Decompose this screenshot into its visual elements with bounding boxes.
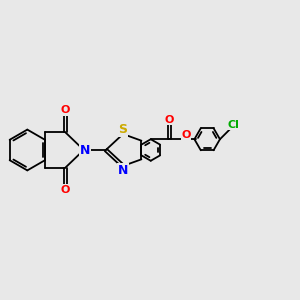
Text: Cl: Cl (227, 119, 239, 130)
Text: O: O (61, 105, 70, 115)
Text: S: S (118, 123, 127, 136)
Text: O: O (164, 115, 174, 124)
Text: O: O (61, 185, 70, 195)
Text: N: N (80, 143, 90, 157)
Text: O: O (181, 130, 190, 140)
Text: N: N (118, 164, 128, 177)
